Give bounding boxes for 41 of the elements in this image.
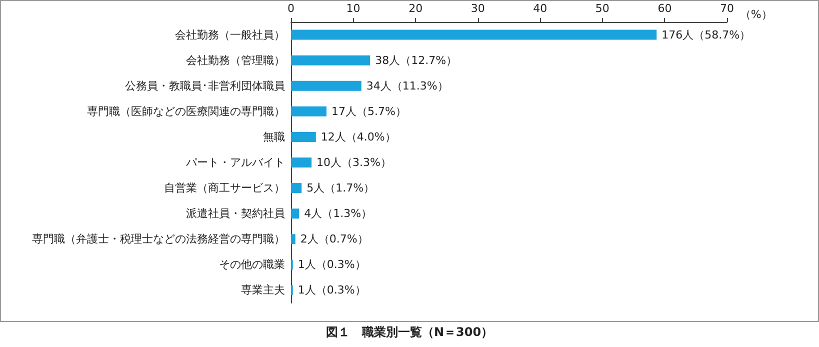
x-tick-label: 60 bbox=[658, 2, 672, 15]
y-tick-label: 自営業（商工サービス） bbox=[164, 182, 285, 195]
bar bbox=[291, 132, 316, 142]
bar bbox=[291, 55, 370, 66]
y-tick-label: 専業主夫 bbox=[241, 284, 285, 297]
y-tick-label: 会社勤務（一般社員） bbox=[175, 28, 285, 42]
x-tick-label: 30 bbox=[470, 2, 485, 15]
data-label: 10人（3.3%） bbox=[316, 156, 392, 169]
y-tick-label: パート・アルバイト bbox=[185, 156, 285, 169]
bar bbox=[291, 234, 296, 244]
data-label: 2人（0.7%） bbox=[300, 232, 368, 246]
y-tick-label: 派遣社員・契約社員 bbox=[186, 207, 285, 220]
data-label: 12人（4.0%） bbox=[320, 130, 396, 144]
data-label: 17人（5.7%） bbox=[332, 104, 406, 118]
data-label: 1人（0.3%） bbox=[298, 284, 366, 297]
x-tick-label: 20 bbox=[408, 2, 423, 15]
bar bbox=[291, 30, 657, 40]
x-tick-label: 50 bbox=[595, 2, 610, 15]
y-tick-label: 専門職（弁護士・税理士などの法務経営の専門職） bbox=[32, 232, 285, 246]
y-tick-label: 公務員・教職員･非営利団体職員 bbox=[125, 79, 285, 92]
data-label: 4人（1.3%） bbox=[304, 207, 372, 220]
data-label: 38人（12.7%） bbox=[375, 54, 458, 67]
bar bbox=[291, 106, 327, 116]
data-label: 1人（0.3%） bbox=[298, 258, 366, 272]
bar bbox=[291, 80, 362, 91]
bar bbox=[291, 158, 312, 168]
data-label: 5人（1.7%） bbox=[306, 182, 375, 195]
bar bbox=[291, 208, 300, 219]
y-tick-label: その他の職業 bbox=[219, 258, 285, 272]
y-tick-label: 専門職（医師などの医療関連の専門職） bbox=[87, 104, 285, 118]
x-axis-title: （%） bbox=[740, 8, 772, 21]
data-label: 34人（11.3%） bbox=[366, 79, 448, 92]
bar bbox=[291, 183, 302, 194]
y-tick-label: 会社勤務（管理職） bbox=[186, 54, 285, 67]
text: 図１ 職業別一覧（N＝300） bbox=[326, 325, 494, 339]
x-tick-label: 10 bbox=[346, 2, 360, 15]
x-tick-label: 0 bbox=[288, 2, 294, 15]
x-tick-label: 70 bbox=[720, 2, 734, 15]
y-tick-label: 無職 bbox=[263, 130, 285, 144]
data-label: 176人（58.7%） bbox=[662, 28, 751, 42]
x-tick-label: 40 bbox=[533, 2, 548, 15]
